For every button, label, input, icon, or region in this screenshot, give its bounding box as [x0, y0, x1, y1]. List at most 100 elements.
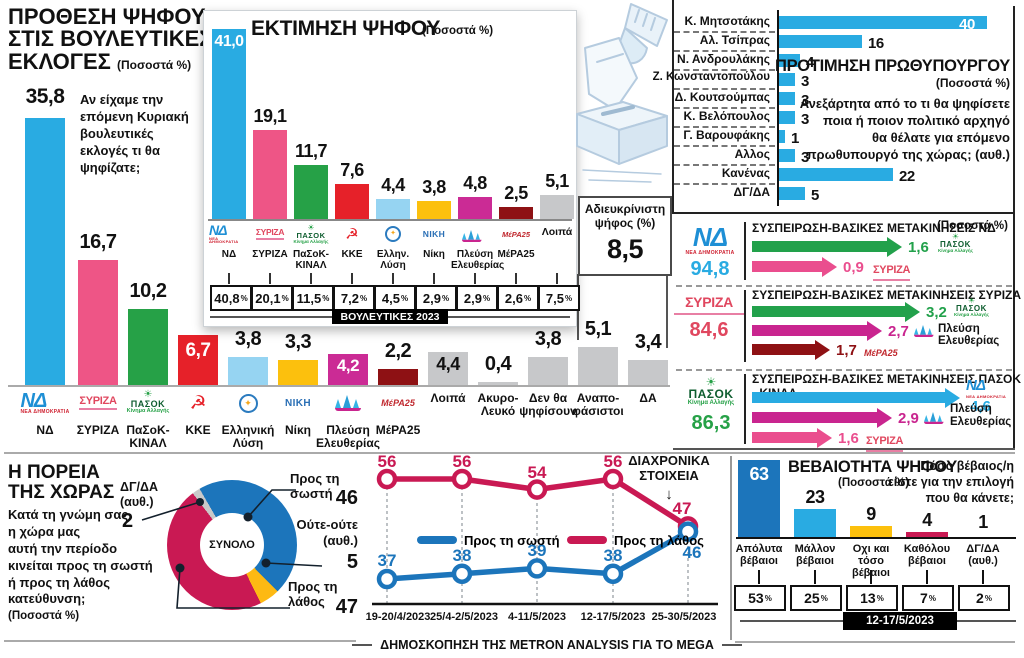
est-bar-pasok — [294, 165, 328, 219]
certainty-baseline — [736, 537, 1016, 539]
move-arrow-green — [752, 236, 902, 257]
slice-label-wrong: Προς τη λάθος — [288, 579, 338, 609]
est-bar-ellisi — [376, 199, 410, 219]
slice-value-wrong: 47 — [335, 596, 358, 618]
est-value: 4,8 — [463, 173, 487, 193]
direction-question: Κατά τη γνώμη σας η χώρα μας αυτή την περί… — [8, 507, 153, 607]
prev-result-box: 7,2% — [333, 285, 375, 311]
bar-value: 6,7 — [185, 340, 211, 361]
est-label: Πλεύση Ελευθερίας — [451, 249, 505, 271]
connector — [310, 273, 312, 284]
certainty-date-badge: 12-17/5/2023 — [843, 612, 957, 630]
certainty-bar — [794, 509, 836, 537]
connector — [269, 273, 271, 284]
est-bar-loipa — [540, 195, 574, 219]
bar-abstain — [528, 357, 568, 385]
svg-text:25/4-2/5/2023: 25/4-2/5/2023 — [430, 611, 498, 623]
bar-undecided — [578, 347, 618, 385]
bar-label: Λοιπά — [430, 391, 466, 405]
unit-label: (Ποσοστά %) — [838, 477, 910, 489]
source-caption: ΔΗΜΟΣΚΟΠΗΣΗ ΤΗΣ METRON ANALYSIS ΓΙΑ ΤΟ M… — [352, 638, 742, 652]
pm-question: Ανεξάρτητα από το τι θα ψηφίσετε — [799, 96, 1010, 111]
undecided-box: Αδιευκρίνιστη ψήφος (%) 8,5 — [578, 196, 672, 276]
retention-value: 84,6 — [689, 319, 729, 341]
bar-label: ΜέΡΑ25 — [375, 423, 421, 437]
move-value: 2,9 — [898, 410, 919, 427]
bracket-line — [666, 274, 668, 348]
pm-row-label: ΔΓ/ΔΑ — [733, 185, 770, 199]
prev-result-box: 2,9% — [456, 285, 498, 311]
rule — [744, 374, 746, 444]
est-bar-nd — [212, 29, 246, 219]
pm-bar — [779, 35, 862, 48]
bar-value: 35,8 — [25, 85, 65, 108]
undecided-value: 8,5 — [606, 234, 644, 264]
connector — [982, 570, 984, 584]
retention-value: 86,3 — [691, 412, 731, 434]
pm-bar — [779, 111, 795, 124]
unit-label: (Ποσοστά %) — [936, 220, 1008, 232]
move-value: 4,6 — [970, 398, 991, 415]
certainty-label: Απόλυτα βέβαιοι — [735, 543, 783, 568]
legend-swatch-right — [417, 536, 457, 544]
prev-result-box: 4,5% — [374, 285, 416, 311]
move-value: 1,6 — [908, 239, 929, 256]
bar-label: Δεν θα ψηφίσουν — [519, 391, 577, 419]
est-label: Νίκη — [423, 249, 445, 260]
pm-row-label: Δ. Κουτσούμπας — [674, 90, 770, 104]
direction-title: Η ΠΟΡΕΙΑ ΤΗΣ ΧΩΡΑΣ — [8, 462, 115, 503]
connector — [814, 570, 816, 584]
bar-value: 5,1 — [584, 318, 612, 340]
plefsi-label: Πλεύση Ελευθερίας — [950, 403, 1012, 429]
pm-question: πρωθυπουργό της χώρας; (αυθ.) — [806, 147, 1010, 162]
retention-value: 94,8 — [690, 257, 730, 280]
nd-logo: ΝΔ ΝΕΑ ΔΗΜΟΚΡΑΤΙΑ — [20, 389, 70, 415]
legend-label-wrong: Προς τη λάθος — [614, 533, 704, 548]
pm-axis — [777, 10, 779, 206]
svg-text:37: 37 — [378, 551, 397, 570]
certainty-question: που θα κάνετε; — [925, 491, 1014, 505]
bar-label: Ελληνική Λύση — [221, 423, 275, 451]
rule — [4, 640, 356, 642]
prev-result-box: 11,5% — [292, 285, 334, 311]
est-value: 41,0 — [214, 33, 244, 50]
move-value: 3,2 — [926, 304, 947, 321]
rule — [673, 448, 1015, 450]
title-line: ΣΤΙΣ ΒΟΥΛΕΥΤΙΚΕΣ — [8, 26, 213, 52]
est-label: ΚΚΕ — [341, 249, 363, 260]
est-bar-kke — [335, 184, 369, 219]
plefsi-logo — [455, 222, 495, 246]
est-value: 2,5 — [504, 183, 528, 203]
est-value: 4,4 — [381, 175, 405, 195]
legend-label-right: Προς τη σωστή — [464, 533, 560, 548]
panel-border — [672, 212, 1015, 214]
certainty-pct-box: 2% — [958, 585, 1010, 611]
kke-logo: ☭ — [345, 225, 359, 243]
bar-niki — [278, 360, 318, 385]
slice-value-neutral: 5 — [346, 551, 358, 573]
mera25-logo: ΜέΡΑ25 — [864, 348, 898, 358]
niki-logo: ΝΙΚΗ — [284, 397, 312, 409]
pm-row-label: Ν. Ανδρουλάκης — [677, 52, 770, 66]
pm-bar — [779, 168, 893, 181]
svg-text:39: 39 — [528, 541, 547, 560]
ballot-hand-illustration — [576, 3, 668, 183]
pm-row-label: Ζ. Κωνσταντοπούλου — [652, 71, 770, 83]
certainty-label: Καθόλου βέβαιοι — [903, 543, 951, 568]
rule — [735, 641, 1015, 643]
est-baseline — [208, 219, 572, 221]
certainty-question: Πόσο βέβαιος/η — [920, 459, 1014, 473]
bar-mera25 — [378, 369, 418, 385]
bar-value: 3,8 — [534, 328, 562, 350]
pm-bar — [779, 187, 805, 200]
pm-title: ΠΡΟΤΙΜΗΣΗ ΠΡΩΘΥΠΟΥΡΓΟΥ — [774, 57, 1010, 75]
prev-result-box: 2,9% — [415, 285, 457, 311]
bar-value: 3,8 — [234, 328, 262, 350]
pm-value: 3 — [801, 149, 809, 166]
bar-nd — [25, 118, 65, 385]
mera25-logo: ΜέΡΑ25 — [501, 229, 531, 239]
connector — [433, 273, 435, 284]
title-line: ΕΚΛΟΓΕΣ — [8, 48, 111, 74]
